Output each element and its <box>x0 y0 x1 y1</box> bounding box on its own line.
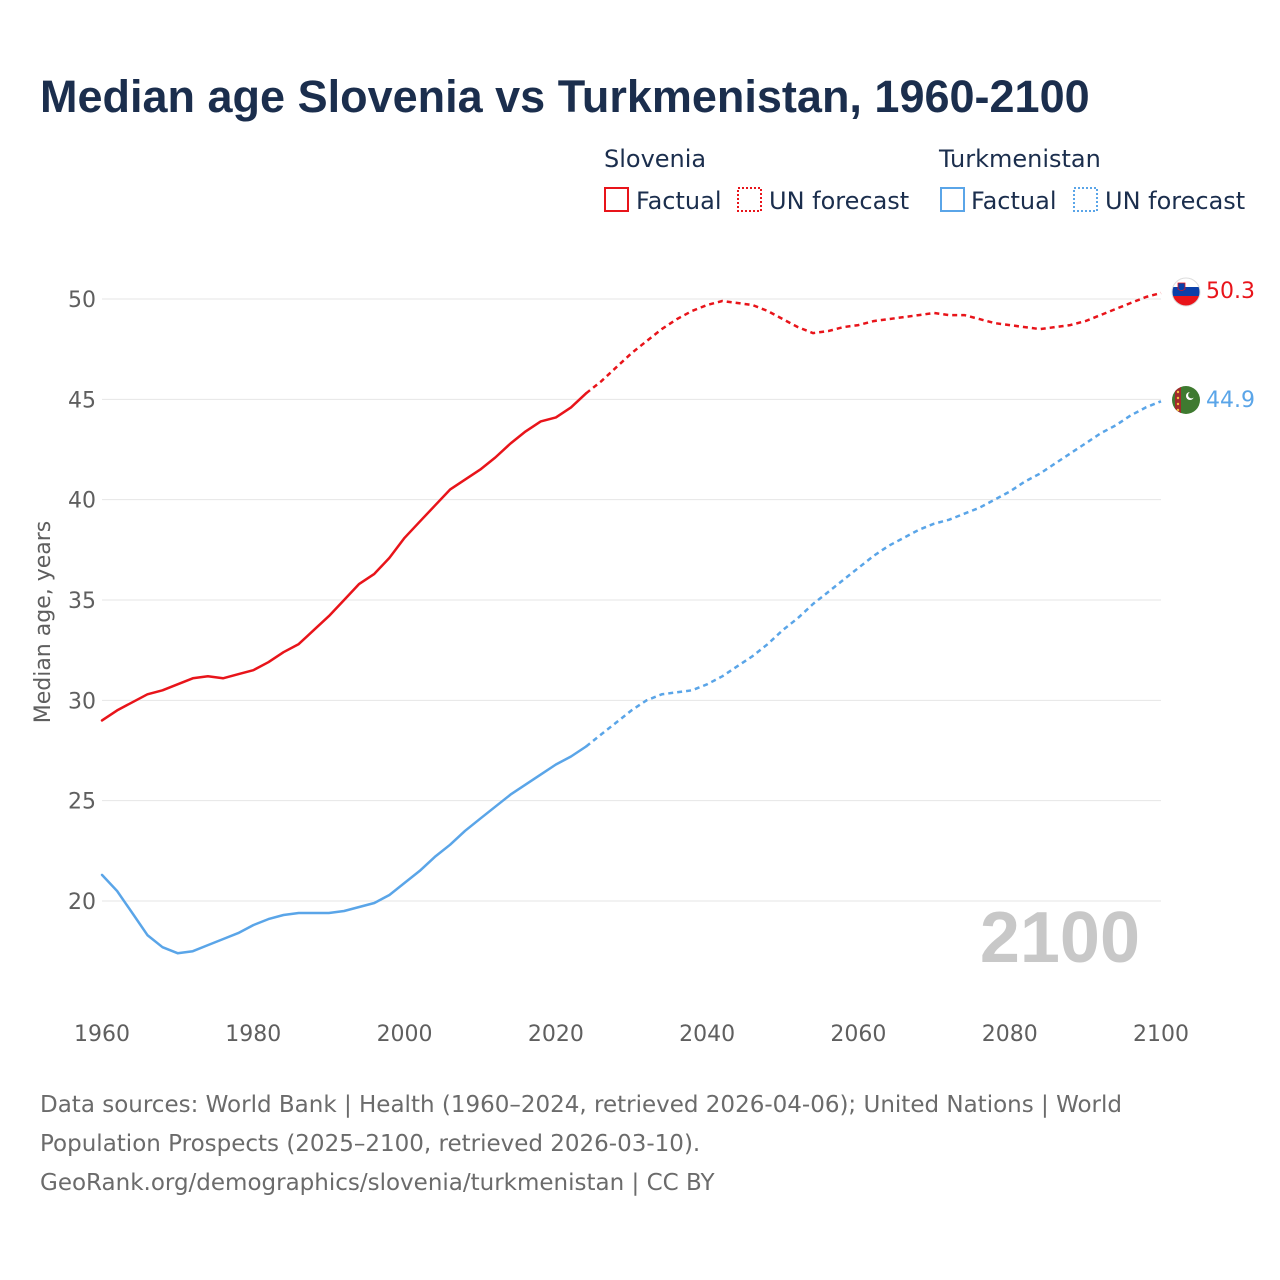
slovenia-flag-icon <box>1171 277 1201 307</box>
slovenia-factual-line <box>100 392 588 722</box>
x-tick-label: 2100 <box>1133 1022 1189 1047</box>
y-tick-label: 25 <box>68 790 96 815</box>
slovenia-forecast-line <box>585 291 1162 395</box>
legend-slovenia-forecast-swatch <box>737 187 762 212</box>
source-line-1: Data sources: World Bank | Health (1960–… <box>40 1092 1122 1118</box>
legend-turkmenistan[interactable]: Turkmenistan Factual UN forecast <box>938 145 1245 215</box>
turkmenistan-end-value: 44.9 <box>1206 388 1255 413</box>
source-line-3[interactable]: GeoRank.org/demographics/slovenia/turkme… <box>40 1170 715 1196</box>
grid-lines <box>102 298 1161 902</box>
legend-slovenia-title: Slovenia <box>604 145 706 173</box>
legend-slovenia-factual-swatch <box>604 187 629 212</box>
x-tick-label: 1960 <box>74 1022 130 1047</box>
data-source-note: Data sources: World Bank | Health (1960–… <box>40 1086 1220 1203</box>
x-tick-labels: 1960 1980 2000 2020 2040 2060 2080 2100 <box>74 1022 1189 1047</box>
y-tick-label: 45 <box>68 388 96 413</box>
x-tick-label: 2000 <box>377 1022 433 1047</box>
legend-turkmenistan-factual-label: Factual <box>971 187 1057 215</box>
y-tick-labels: 20 25 30 35 40 45 50 <box>68 288 96 915</box>
slovenia-end-value: 50.3 <box>1206 279 1255 304</box>
legend-turkmenistan-forecast-swatch <box>1073 187 1098 212</box>
x-tick-label: 1980 <box>225 1022 281 1047</box>
legend-slovenia-forecast-label: UN forecast <box>769 187 909 215</box>
turkmenistan-flag-icon <box>1172 386 1200 414</box>
legend-slovenia-factual-label: Factual <box>636 187 722 215</box>
legend-turkmenistan-forecast-label: UN forecast <box>1105 187 1245 215</box>
source-line-2: Population Prospects (2025–2100, retriev… <box>40 1131 701 1157</box>
y-tick-label: 35 <box>68 589 96 614</box>
x-tick-label: 2080 <box>982 1022 1038 1047</box>
legend-slovenia[interactable]: Slovenia Factual UN forecast <box>604 145 909 215</box>
series-lines <box>100 291 1162 955</box>
legend-turkmenistan-title: Turkmenistan <box>938 145 1101 173</box>
year-watermark: 2100 <box>980 898 1140 978</box>
y-tick-label: 50 <box>68 288 96 313</box>
x-tick-label: 2060 <box>830 1022 886 1047</box>
chart-title: Median age Slovenia vs Turkmenistan, 196… <box>40 71 1090 122</box>
y-tick-label: 20 <box>68 890 96 915</box>
turkmenistan-forecast-line <box>585 400 1162 748</box>
turkmenistan-factual-line <box>100 745 588 955</box>
y-axis-label: Median age, years <box>31 521 56 724</box>
y-tick-label: 40 <box>68 489 96 514</box>
legend-turkmenistan-factual-swatch <box>940 187 965 212</box>
x-tick-label: 2040 <box>679 1022 735 1047</box>
x-tick-label: 2020 <box>528 1022 584 1047</box>
y-tick-label: 30 <box>68 689 96 714</box>
